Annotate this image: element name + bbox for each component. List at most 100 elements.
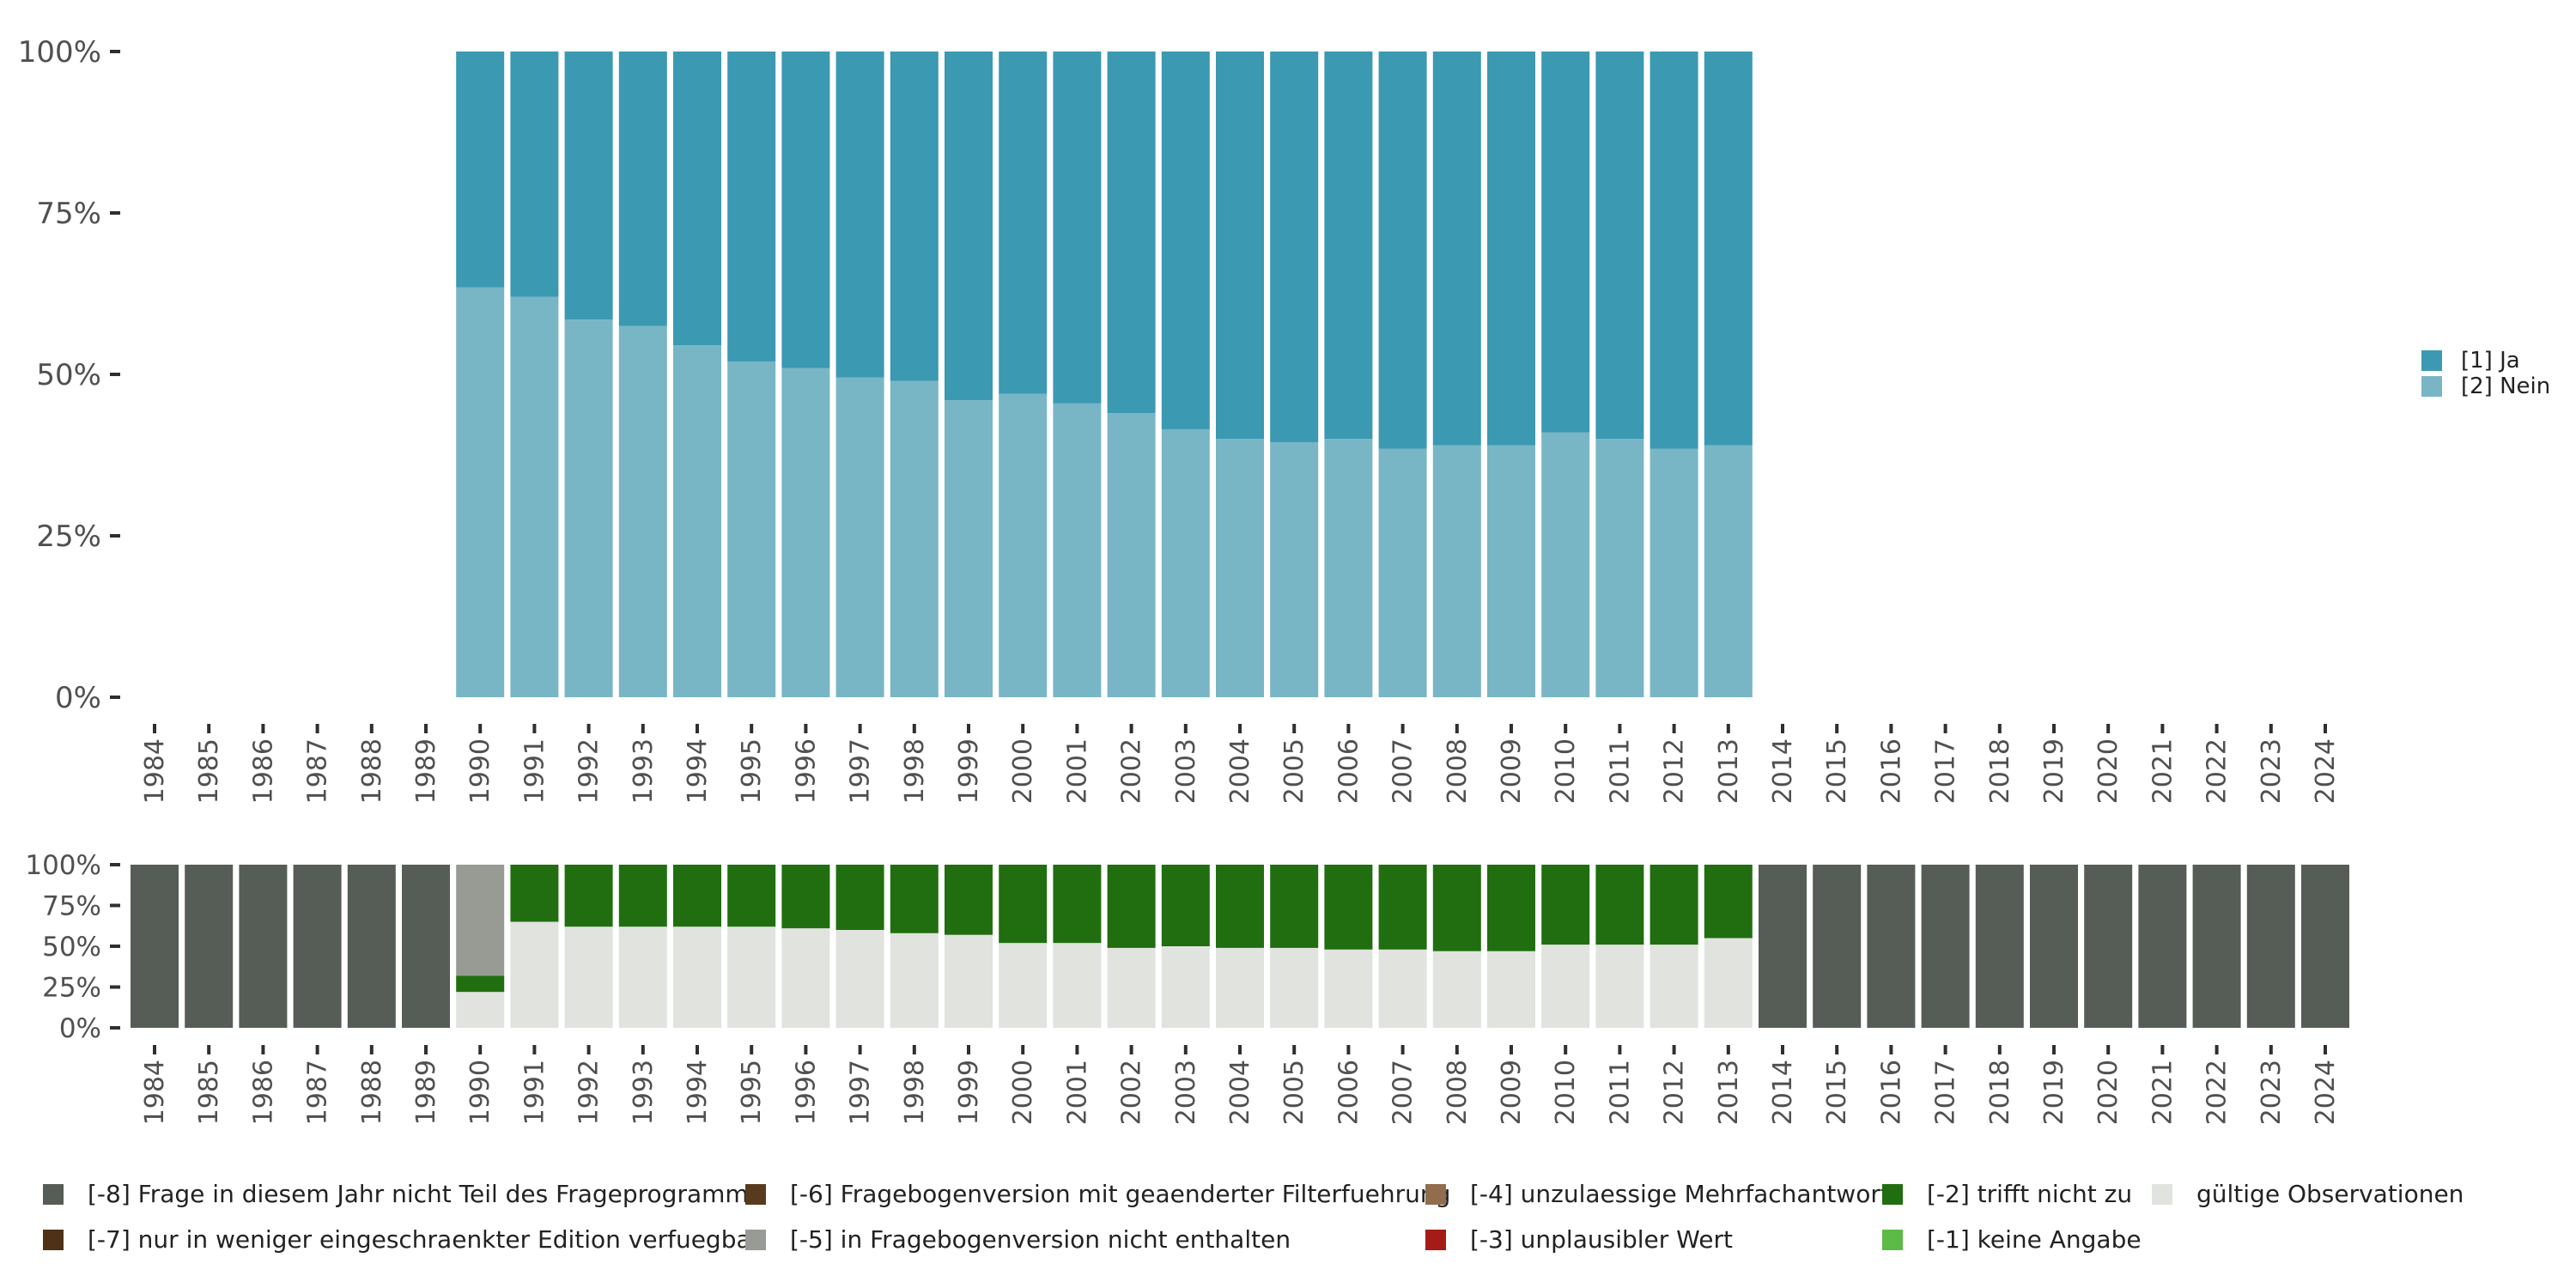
legend-label: [-4] unzulaessige Mehrfachantwort bbox=[1470, 1180, 1890, 1208]
bar-segment bbox=[727, 361, 776, 697]
x-tick-label: 2004 bbox=[1225, 1060, 1255, 1125]
bar-segment bbox=[1649, 52, 1698, 449]
bar-segment bbox=[618, 865, 667, 927]
x-tick-label: 1993 bbox=[629, 1060, 659, 1125]
bar-segment bbox=[673, 927, 721, 1028]
x-tick-label: 1984 bbox=[140, 738, 170, 804]
bar-segment bbox=[510, 921, 559, 1028]
x-tick-label: 2017 bbox=[1931, 1060, 1961, 1125]
bar-segment bbox=[1595, 52, 1644, 440]
legend-swatch bbox=[1882, 1230, 1903, 1250]
legend-swatch bbox=[2421, 376, 2442, 397]
x-tick-label: 2019 bbox=[2039, 738, 2069, 804]
bar-segment bbox=[1216, 439, 1264, 697]
x-tick-label: 1999 bbox=[954, 1060, 984, 1125]
bar-segment bbox=[1541, 945, 1590, 1028]
bar-segment bbox=[1813, 865, 1862, 1028]
bar-segment bbox=[564, 319, 613, 697]
x-tick-label: 1989 bbox=[411, 1060, 441, 1125]
x-tick-label: 2008 bbox=[1443, 738, 1473, 804]
bar-segment bbox=[1432, 445, 1481, 697]
x-tick-label: 2003 bbox=[1171, 738, 1201, 804]
bar-segment bbox=[1270, 441, 1319, 697]
y-tick-label: 100% bbox=[18, 35, 101, 70]
x-tick-label: 2008 bbox=[1443, 1060, 1473, 1125]
x-tick-label: 1988 bbox=[357, 738, 387, 804]
x-tick-label: 2020 bbox=[2093, 738, 2123, 804]
x-tick-label: 2000 bbox=[1008, 738, 1038, 804]
x-tick-label: 2003 bbox=[1171, 1060, 1201, 1125]
legend-label: [-1] keine Angabe bbox=[1927, 1225, 2142, 1254]
bar-segment bbox=[673, 52, 721, 346]
x-tick-label: 1996 bbox=[791, 1060, 821, 1125]
x-tick-label: 1985 bbox=[194, 1060, 224, 1125]
bar-segment bbox=[1378, 865, 1427, 950]
x-tick-label: 2015 bbox=[1822, 738, 1852, 804]
legend-swatch bbox=[745, 1184, 766, 1205]
bar-segment bbox=[1704, 938, 1753, 1028]
bar-segment bbox=[999, 393, 1048, 697]
legend-label: [-7] nur in weniger eingeschraenkter Edi… bbox=[88, 1225, 762, 1254]
x-tick-label: 2016 bbox=[1876, 1060, 1906, 1125]
bar-segment bbox=[239, 865, 288, 1028]
bar-segment bbox=[1378, 52, 1427, 449]
x-tick-label: 2021 bbox=[2148, 1060, 2178, 1125]
x-tick-label: 2005 bbox=[1279, 1060, 1309, 1125]
x-tick-label: 2006 bbox=[1334, 738, 1364, 804]
x-tick-label: 1994 bbox=[683, 738, 713, 804]
legend-label: [-8] Frage in diesem Jahr nicht Teil des… bbox=[88, 1180, 761, 1208]
x-tick-label: 2022 bbox=[2202, 738, 2233, 804]
bar-segment bbox=[1053, 865, 1102, 944]
legend-label: [1] Ja bbox=[2461, 348, 2520, 374]
bar-segment bbox=[781, 52, 830, 368]
bar-segment bbox=[1595, 439, 1644, 697]
bar-segment bbox=[510, 865, 559, 922]
bar-segment bbox=[564, 927, 613, 1028]
x-tick-label: 2009 bbox=[1497, 738, 1527, 804]
bar-segment bbox=[673, 865, 721, 927]
bar-segment bbox=[1867, 865, 1916, 1028]
x-tick-label: 2022 bbox=[2202, 1060, 2233, 1125]
bar-segment bbox=[185, 865, 234, 1028]
bar-segment bbox=[835, 930, 884, 1028]
legend-swatch bbox=[1425, 1230, 1446, 1250]
bar-segment bbox=[510, 296, 559, 697]
bar-segment bbox=[1324, 52, 1373, 440]
bar-segment bbox=[1270, 52, 1319, 442]
bar-segment bbox=[1432, 951, 1481, 1028]
bar-segment bbox=[1541, 432, 1590, 697]
bar-segment bbox=[1216, 947, 1264, 1028]
legend-swatch bbox=[43, 1230, 64, 1250]
x-tick-label: 1988 bbox=[357, 1060, 387, 1125]
bar-segment bbox=[999, 52, 1048, 394]
bar-segment bbox=[835, 52, 884, 378]
x-tick-label: 2007 bbox=[1388, 738, 1419, 804]
x-tick-label: 1998 bbox=[900, 1060, 930, 1125]
chart-panel-1: 0% 25% 50% 75% 100% 1984 1985 1986 1987 1988 1989 1… bbox=[18, 35, 2341, 804]
bar-segment bbox=[727, 52, 776, 361]
bar-segment bbox=[673, 345, 721, 697]
y-tick-label: 25% bbox=[36, 519, 101, 554]
bar-segment bbox=[402, 865, 450, 1028]
x-tick-label: 2024 bbox=[2311, 738, 2341, 804]
bar-segment bbox=[890, 865, 939, 933]
bar-segment bbox=[510, 52, 559, 297]
legend-label: [-3] unplausibler Wert bbox=[1470, 1225, 1733, 1254]
bar-segment bbox=[618, 52, 667, 326]
legend-label: [-5] in Fragebogenversion nicht enthalte… bbox=[790, 1225, 1291, 1254]
legend-swatch bbox=[745, 1230, 766, 1250]
x-tick-label: 2024 bbox=[2311, 1060, 2341, 1125]
x-tick-label: 2012 bbox=[1660, 1060, 1690, 1125]
bar-segment bbox=[2084, 865, 2133, 1028]
bar-segment bbox=[1161, 865, 1210, 946]
x-tick-label: 1991 bbox=[519, 738, 550, 804]
x-tick-label: 1990 bbox=[465, 738, 495, 804]
bar-segment bbox=[2030, 865, 2078, 1028]
legend-label: [-2] trifft nicht zu bbox=[1927, 1180, 2132, 1208]
bar-segment bbox=[945, 934, 993, 1028]
bar-segment bbox=[2138, 865, 2187, 1028]
x-tick-label: 2018 bbox=[1985, 1060, 2015, 1125]
x-tick-label: 2017 bbox=[1931, 738, 1961, 804]
bar-segment bbox=[1541, 865, 1590, 945]
bar-segment bbox=[1432, 52, 1481, 446]
